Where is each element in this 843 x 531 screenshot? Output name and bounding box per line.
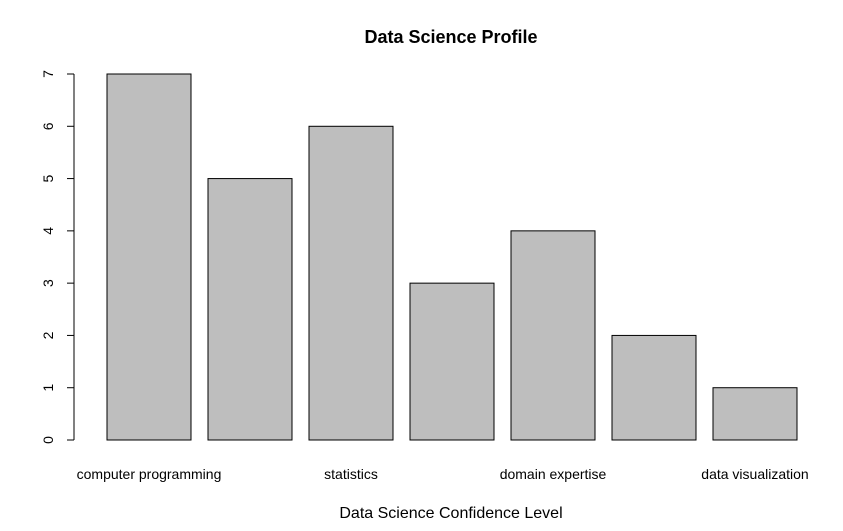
y-tick-label: 4 [40,227,56,235]
y-tick-label: 5 [40,174,56,182]
bar-7 [712,387,798,441]
y-tick-label: 0 [40,436,56,444]
y-tick-label: 3 [40,279,56,287]
bars-group [106,73,798,441]
x-tick-label: domain expertise [500,466,607,482]
chart-title: Data Science Profile [364,27,537,47]
y-tick-label: 6 [40,122,56,130]
x-tick-label: computer programming [77,466,222,482]
y-tick-label: 2 [40,331,56,339]
x-axis-label: Data Science Confidence Level [339,505,562,522]
bar-5 [510,230,596,441]
bar-2 [207,178,293,441]
bar-4 [409,282,495,441]
x-tick-label: data visualization [701,466,808,482]
bar-3 [308,125,394,441]
y-axis: 0 1 2 3 4 5 6 7 [40,70,75,444]
y-tick-label: 7 [40,70,56,78]
bar-1 [106,73,192,441]
y-tick-label: 1 [40,384,56,392]
bar-6 [611,334,697,441]
x-tick-labels: computer programming statistics domain exp… [77,466,809,482]
x-tick-label: statistics [324,466,378,482]
